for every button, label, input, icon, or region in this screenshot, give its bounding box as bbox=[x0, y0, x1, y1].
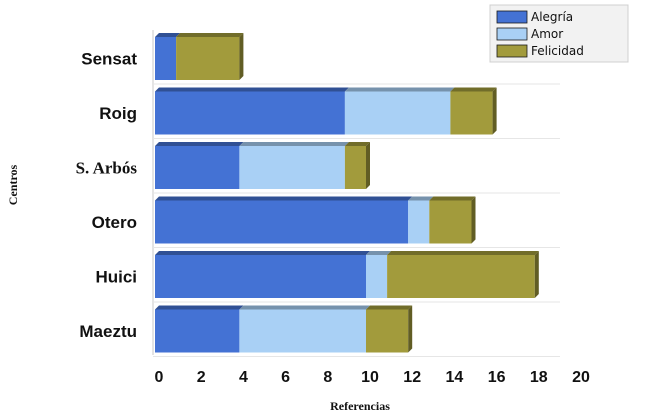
legend-label: Alegría bbox=[531, 10, 573, 24]
bar-top-face bbox=[450, 87, 497, 92]
bar-roig-felicidad bbox=[450, 91, 493, 135]
bar-maeztu-alegr-a bbox=[155, 309, 240, 353]
bar-huici-amor bbox=[366, 255, 388, 298]
bar-roig-alegr-a bbox=[155, 91, 345, 135]
bar-top-face bbox=[155, 251, 370, 255]
bar-top-face bbox=[155, 196, 413, 201]
x-tick-label: 2 bbox=[197, 369, 206, 386]
category-label: Huici bbox=[95, 268, 137, 287]
bar-s-arb-s-amor bbox=[239, 146, 345, 189]
legend-label: Amor bbox=[531, 27, 563, 41]
bar-top-face bbox=[155, 87, 349, 92]
x-tick-label: 20 bbox=[572, 369, 590, 386]
x-tick-label: 10 bbox=[361, 369, 379, 386]
bar-side-face bbox=[534, 251, 539, 298]
plot-frame bbox=[152, 30, 560, 357]
x-tick-label: 14 bbox=[446, 369, 464, 386]
x-tick-label: 16 bbox=[488, 369, 506, 386]
bar-s-arb-s-felicidad bbox=[344, 146, 366, 189]
bar-top-face bbox=[155, 305, 244, 310]
x-tick-label: 4 bbox=[239, 369, 248, 386]
x-axis-title: Referencias bbox=[330, 399, 390, 413]
bar-top-face bbox=[387, 251, 539, 255]
bar-side-face bbox=[492, 87, 497, 135]
bar-sensat-felicidad bbox=[176, 37, 240, 80]
category-label: Roig bbox=[99, 104, 137, 123]
bars-layer bbox=[155, 33, 539, 353]
bar-maeztu-amor bbox=[239, 309, 366, 353]
bar-otero-alegr-a bbox=[155, 200, 409, 244]
bar-huici-felicidad bbox=[387, 255, 535, 298]
bar-top-face bbox=[429, 196, 476, 201]
category-labels: Sensat Roig S. Arbós Otero Huici Maeztu bbox=[76, 50, 138, 342]
legend-swatch bbox=[496, 10, 528, 24]
bar-side-face bbox=[471, 196, 476, 244]
bar-top-face bbox=[176, 33, 244, 37]
category-label: Sensat bbox=[81, 50, 137, 69]
y-axis-title: Centros bbox=[6, 164, 20, 205]
x-tick-label: 18 bbox=[530, 369, 548, 386]
legend-swatch bbox=[496, 27, 528, 41]
bar-top-face bbox=[155, 142, 244, 146]
bar-huici-alegr-a bbox=[155, 255, 366, 298]
bar-maeztu-felicidad bbox=[366, 309, 409, 353]
bar-sensat-alegr-a bbox=[155, 37, 177, 80]
bar-side-face bbox=[408, 305, 413, 353]
x-tick-label: 6 bbox=[281, 369, 290, 386]
bar-otero-amor bbox=[408, 200, 430, 244]
x-tick-labels: 0 2 4 6 8 10 12 14 16 18 20 bbox=[155, 369, 590, 386]
bar-top-face bbox=[366, 305, 413, 310]
bar-top-face bbox=[366, 251, 392, 255]
legend-swatch bbox=[496, 44, 528, 58]
bar-roig-amor bbox=[344, 91, 451, 135]
bar-side-face bbox=[366, 142, 370, 189]
bar-top-face bbox=[344, 142, 370, 146]
x-tick-label: 0 bbox=[155, 369, 164, 386]
bar-top-face bbox=[408, 196, 434, 201]
x-tick-label: 8 bbox=[323, 369, 332, 386]
bar-top-face bbox=[344, 87, 455, 92]
legend: Alegría Amor Felicidad bbox=[489, 4, 629, 63]
bar-top-face bbox=[239, 305, 370, 310]
category-label: Maeztu bbox=[79, 322, 137, 341]
category-label: Otero bbox=[92, 213, 137, 232]
category-label: S. Arbós bbox=[76, 159, 138, 178]
legend-label: Felicidad bbox=[531, 44, 584, 58]
x-tick-label: 12 bbox=[403, 369, 421, 386]
bar-otero-felicidad bbox=[429, 200, 472, 244]
bar-top-face bbox=[239, 142, 349, 146]
bar-top-face bbox=[155, 33, 181, 37]
bar-s-arb-s-alegr-a bbox=[155, 146, 240, 189]
bar-side-face bbox=[239, 33, 244, 80]
